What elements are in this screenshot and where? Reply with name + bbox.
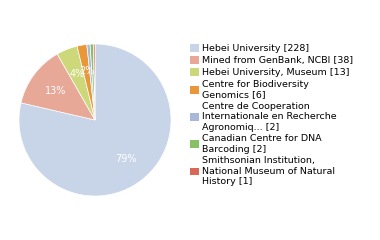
Text: 13%: 13% (45, 85, 66, 96)
Wedge shape (21, 54, 95, 120)
Wedge shape (90, 44, 95, 120)
Text: 79%: 79% (115, 154, 136, 164)
Wedge shape (87, 44, 95, 120)
Text: 2%: 2% (79, 66, 94, 76)
Wedge shape (19, 44, 171, 196)
Legend: Hebei University [228], Mined from GenBank, NCBI [38], Hebei University, Museum : Hebei University [228], Mined from GenBa… (190, 44, 353, 186)
Text: 4%: 4% (69, 69, 84, 79)
Wedge shape (77, 44, 95, 120)
Wedge shape (57, 46, 95, 120)
Wedge shape (93, 44, 95, 120)
